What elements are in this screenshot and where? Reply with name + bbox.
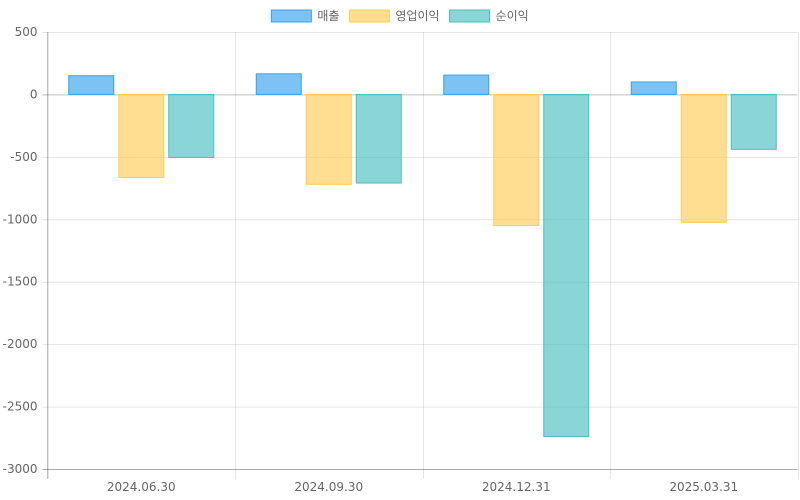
bar-revenue <box>68 75 115 95</box>
y-tick-label: -2500 <box>3 400 38 414</box>
legend-swatch <box>270 9 312 23</box>
bars <box>68 73 777 438</box>
y-tick-label: 0 <box>30 87 38 101</box>
bar-operating-profit <box>305 93 352 185</box>
x-axis-ticks: 2024.06.30 2024.09.30 2024.12.31 2025.03.31 <box>107 480 738 494</box>
x-tick-label: 2024.06.30 <box>107 480 176 494</box>
bar-revenue <box>630 81 677 95</box>
legend-label: 영업이익 <box>395 9 439 23</box>
legend-item[interactable]: 순이익 <box>449 9 529 23</box>
bar-net-income <box>543 93 590 438</box>
legend-item[interactable]: 영업이익 <box>348 9 440 23</box>
legend-swatch <box>449 9 491 23</box>
y-tick-label: -500 <box>10 150 37 164</box>
x-tick-label: 2025.03.31 <box>669 480 738 494</box>
bar-operating-profit <box>493 93 540 227</box>
bar-revenue <box>255 73 302 95</box>
x-tick-label: 2024.12.31 <box>482 480 551 494</box>
bar-revenue <box>443 74 490 95</box>
bar-net-income <box>168 93 215 158</box>
legend: 매출 영업이익 순이익 <box>270 9 529 23</box>
y-tick-label: 500 <box>15 25 38 39</box>
legend-item[interactable]: 매출 <box>270 9 339 23</box>
legend-label: 순이익 <box>496 9 529 23</box>
bar-operating-profit <box>680 93 727 223</box>
y-tick-label: -2000 <box>3 337 38 351</box>
legend-swatch <box>348 9 390 23</box>
bar-operating-profit <box>118 93 165 178</box>
y-tick-label: -1000 <box>3 212 38 226</box>
axes <box>42 32 798 479</box>
y-axis-ticks: 500 0 -500 -1000 -1500 -2000 -2500 -3000 <box>3 25 38 476</box>
legend-label: 매출 <box>317 9 339 23</box>
bar-net-income <box>730 93 777 150</box>
y-tick-label: -1500 <box>3 275 38 289</box>
bar-net-income <box>355 93 402 184</box>
y-tick-label: -3000 <box>3 462 38 476</box>
x-tick-label: 2024.09.30 <box>294 480 363 494</box>
